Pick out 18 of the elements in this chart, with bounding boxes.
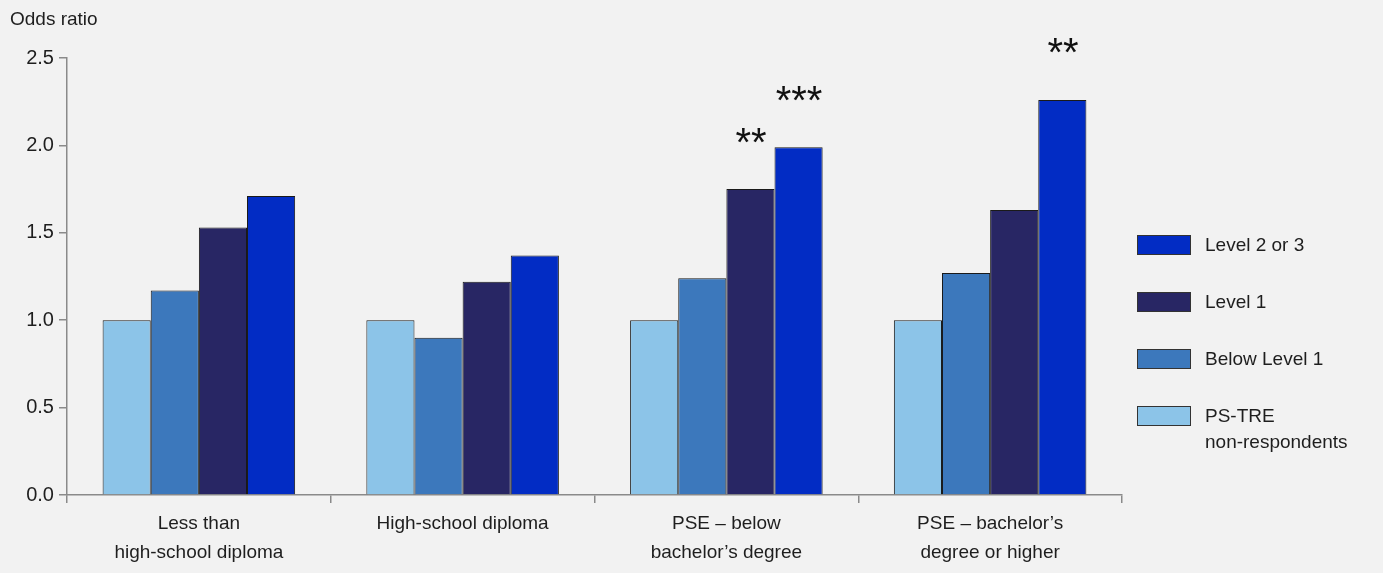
annotation: ** bbox=[735, 120, 767, 164]
y-tick-label: 1.0 bbox=[26, 307, 54, 330]
y-tick-label: 2.5 bbox=[26, 45, 54, 68]
y-tick-label: 0.5 bbox=[26, 395, 54, 418]
legend-label: Level 1 bbox=[1205, 290, 1267, 314]
legend-label: Below Level 1 bbox=[1205, 347, 1324, 371]
y-tick-label: 2.0 bbox=[26, 132, 54, 155]
x-tick-label: Less than high-school diploma bbox=[114, 511, 284, 563]
annotation: ** bbox=[1047, 30, 1079, 74]
x-tick-label: PSE – below bachelor’s degree bbox=[650, 511, 803, 563]
x-tick-label: High-school diploma bbox=[376, 511, 550, 533]
x-tick-label: PSE – bachelor’s degree or higher bbox=[917, 511, 1064, 563]
legend-label: PS-TRE non-respondents bbox=[1205, 404, 1348, 454]
annotation: *** bbox=[775, 78, 823, 122]
y-tick-label: 1.5 bbox=[26, 220, 54, 243]
legend-label: Level 2 or 3 bbox=[1205, 233, 1305, 257]
y-tick-label: 0.0 bbox=[26, 482, 54, 505]
y-axis-title: Odds ratio bbox=[10, 8, 98, 30]
